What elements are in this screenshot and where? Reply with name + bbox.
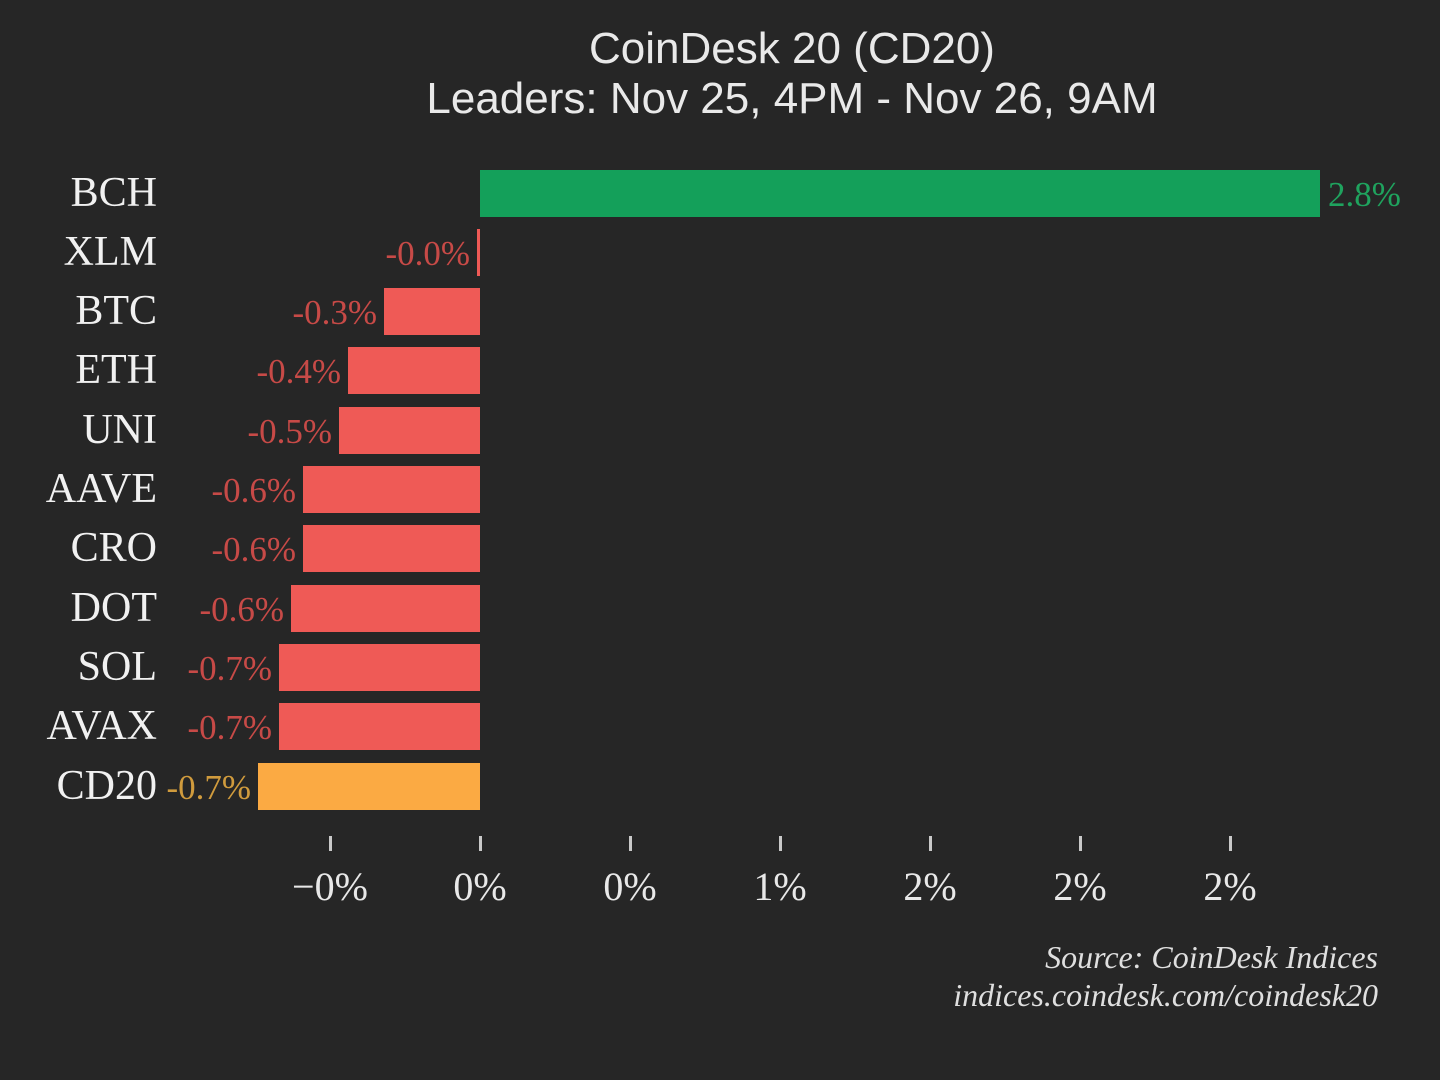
category-label: UNI — [82, 406, 157, 453]
bar — [348, 347, 480, 395]
chart-row: CRO -0.6% — [0, 525, 1440, 573]
category-label: ETH — [75, 347, 157, 394]
category-label: SOL — [77, 643, 157, 690]
chart-title-line-1: CoinDesk 20 (CD20) — [589, 24, 995, 73]
chart-row: AVAX -0.7% — [0, 703, 1440, 751]
bar-value-label: -0.6% — [211, 471, 296, 510]
bar — [258, 762, 480, 810]
bar — [477, 228, 480, 276]
category-label: AVAX — [46, 703, 158, 750]
bar-value-label: -0.6% — [211, 530, 296, 570]
source-attribution: Source: CoinDesk Indices indices.coindes… — [953, 938, 1378, 1014]
x-tick-label: 2% — [1053, 864, 1107, 909]
chart-row: DOT -0.6% — [0, 584, 1440, 632]
chart-row: AAVE -0.6% — [0, 466, 1440, 513]
x-tick-mark — [1228, 836, 1232, 851]
source-line-2: indices.coindesk.com/coindesk20 — [953, 977, 1378, 1013]
x-tick-label: −0% — [292, 864, 368, 909]
bar — [279, 643, 480, 691]
bar-value-label: -0.3% — [292, 293, 377, 333]
bar — [303, 466, 480, 513]
bar — [480, 169, 1320, 217]
chart-row: BCH 2.8% — [0, 169, 1440, 217]
x-tick-mark — [928, 836, 932, 851]
x-tick-mark — [328, 836, 332, 851]
chart-title: CoinDesk 20 (CD20) Leaders: Nov 25, 4PM … — [144, 24, 1440, 124]
x-tick-label: 0% — [453, 864, 507, 909]
chart-title-line-2: Leaders: Nov 25, 4PM - Nov 26, 9AM — [426, 74, 1158, 123]
bar-value-label: -0.7% — [166, 767, 251, 807]
category-label: BCH — [70, 169, 157, 216]
x-tick-label: 2% — [903, 864, 957, 909]
category-label: BTC — [75, 288, 157, 335]
bar-value-label: -0.4% — [256, 352, 341, 392]
chart-row: XLM -0.0% — [0, 228, 1440, 276]
chart-row: ETH -0.4% — [0, 347, 1440, 395]
chart-row: SOL -0.7% — [0, 643, 1440, 691]
x-tick-mark — [628, 836, 632, 851]
source-line-1: Source: CoinDesk Indices — [1045, 939, 1378, 975]
x-tick-label: 0% — [603, 864, 657, 909]
bar-value-label: -0.7% — [187, 648, 272, 688]
x-tick-mark — [478, 836, 482, 851]
category-label: XLM — [63, 228, 157, 275]
chart-row: UNI -0.5% — [0, 406, 1440, 454]
bar — [339, 406, 480, 454]
category-label: AAVE — [45, 466, 157, 512]
bar-value-label: -0.6% — [199, 589, 284, 629]
bar — [303, 525, 480, 573]
bar-value-label: -0.0% — [385, 233, 470, 273]
x-tick-label: 1% — [753, 864, 807, 909]
bar — [384, 288, 480, 336]
chart-row: CD20 -0.7% — [0, 762, 1440, 810]
bar — [291, 584, 480, 632]
bar — [279, 703, 480, 751]
bar-value-label: -0.7% — [187, 708, 272, 748]
bar-value-label: -0.5% — [247, 411, 332, 451]
x-tick-mark — [778, 836, 782, 851]
category-label: CRO — [70, 525, 157, 572]
chart-row: BTC -0.3% — [0, 288, 1440, 336]
x-tick-label: 2% — [1203, 864, 1257, 909]
category-label: CD20 — [56, 762, 157, 809]
category-label: DOT — [70, 584, 157, 631]
x-tick-mark — [1078, 836, 1082, 851]
bar-value-label: 2.8% — [1328, 174, 1401, 214]
